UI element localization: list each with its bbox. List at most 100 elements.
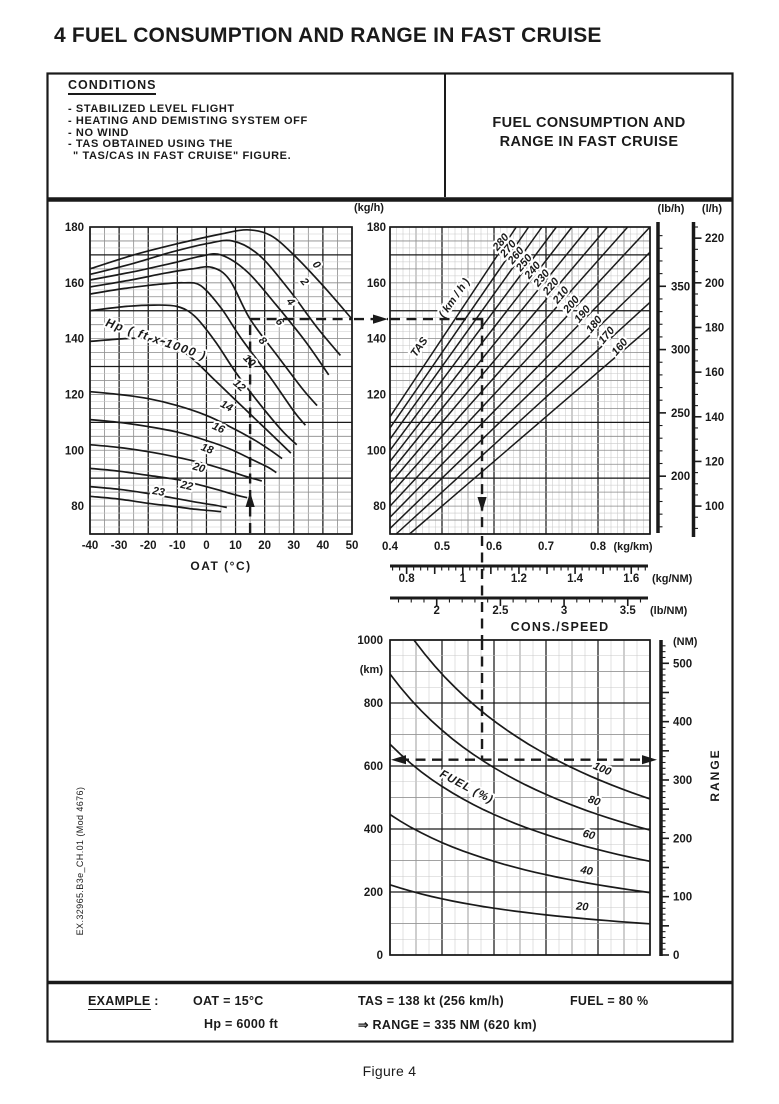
svg-text:140: 140 bbox=[705, 412, 724, 424]
svg-text:0.8: 0.8 bbox=[399, 573, 416, 585]
svg-text:22: 22 bbox=[178, 479, 194, 494]
svg-text:30: 30 bbox=[287, 540, 300, 552]
svg-text:800: 800 bbox=[364, 698, 383, 710]
condition-item: - STABILIZED LEVEL FLIGHT bbox=[68, 103, 235, 115]
svg-text:-40: -40 bbox=[82, 540, 99, 552]
svg-text:RANGE: RANGE bbox=[708, 748, 722, 801]
svg-text:23: 23 bbox=[150, 485, 165, 499]
svg-text:40: 40 bbox=[578, 864, 594, 878]
svg-text:0.6: 0.6 bbox=[486, 541, 502, 553]
svg-text:1.2: 1.2 bbox=[511, 573, 527, 585]
svg-text:160: 160 bbox=[367, 278, 386, 290]
svg-text:1.4: 1.4 bbox=[567, 573, 584, 585]
svg-text:100: 100 bbox=[591, 760, 613, 779]
tas-lines bbox=[389, 226, 651, 535]
svg-text:40: 40 bbox=[316, 540, 329, 552]
svg-text:120: 120 bbox=[367, 389, 386, 401]
svg-text:(lb/NM): (lb/NM) bbox=[650, 605, 688, 617]
svg-text:50: 50 bbox=[346, 540, 359, 552]
svg-text:0.7: 0.7 bbox=[538, 541, 554, 553]
condition-item: - NO WIND bbox=[68, 126, 130, 139]
page-title: 4 FUEL CONSUMPTION AND RANGE IN FAST CRU… bbox=[54, 24, 602, 47]
svg-text:400: 400 bbox=[364, 824, 383, 836]
svg-text:100: 100 bbox=[705, 501, 724, 513]
svg-text:180: 180 bbox=[65, 222, 84, 234]
example-path-overlay bbox=[245, 314, 657, 765]
svg-text:OAT (°C): OAT (°C) bbox=[190, 559, 251, 573]
figure-title-box: FUEL CONSUMPTION AND RANGE IN FAST CRUIS… bbox=[447, 114, 731, 152]
consumption-speed-chart: (kg/h) 80 100 120 140 160 180 0.4 0.5 0.6 0.7 0.8 (k… bbox=[354, 202, 653, 553]
svg-text:80: 80 bbox=[586, 793, 602, 809]
svg-text:500: 500 bbox=[673, 658, 692, 670]
svg-text:0.4: 0.4 bbox=[382, 541, 399, 553]
svg-text:120: 120 bbox=[705, 456, 724, 468]
consumption-unit-scales: 0.8 1 1.2 1.4 1.6 (kg/NM) 2 2.5 3 3.5 (lb/NM) CONS.… bbox=[390, 564, 693, 634]
svg-text:2: 2 bbox=[434, 605, 440, 617]
svg-text:180: 180 bbox=[705, 322, 724, 334]
svg-text:160: 160 bbox=[65, 278, 84, 290]
svg-text:140: 140 bbox=[367, 334, 386, 346]
condition-item: - TAS OBTAINED USING THE bbox=[68, 138, 233, 151]
example-tas: TAS = 138 kt (256 km/h) bbox=[358, 994, 504, 1008]
svg-text:-10: -10 bbox=[169, 540, 186, 552]
svg-text:1: 1 bbox=[460, 573, 467, 585]
condition-item: " TAS/CAS IN FAST CRUISE" FIGURE. bbox=[73, 150, 292, 163]
figure-title-line: RANGE IN FAST CRUISE bbox=[499, 134, 679, 150]
hp-curves bbox=[89, 228, 353, 513]
svg-text:0.8: 0.8 bbox=[590, 541, 607, 553]
conditions-heading: CONDITIONS bbox=[68, 78, 157, 95]
svg-text:200: 200 bbox=[364, 887, 383, 899]
svg-text:80: 80 bbox=[71, 501, 84, 513]
svg-text:3.5: 3.5 bbox=[620, 605, 637, 617]
svg-text:300: 300 bbox=[673, 775, 692, 787]
svg-text:250: 250 bbox=[671, 408, 690, 420]
svg-text:120: 120 bbox=[65, 389, 84, 401]
example-range-result: ⇒ RANGE = 335 NM (620 km) bbox=[358, 1018, 537, 1032]
svg-text:18: 18 bbox=[199, 441, 215, 457]
svg-text:160: 160 bbox=[610, 336, 632, 358]
document-reference: EX.32965.B3e_CH.01 (Mod 4676) bbox=[75, 786, 85, 936]
svg-text:2: 2 bbox=[297, 275, 311, 288]
figure-title-line: FUEL CONSUMPTION AND bbox=[492, 115, 686, 131]
svg-text:160: 160 bbox=[705, 367, 724, 379]
svg-text:100: 100 bbox=[367, 445, 386, 457]
svg-text:(NM): (NM) bbox=[673, 636, 698, 648]
conditions-block: CONDITIONS - STABILIZED LEVEL FLIGHT - H… bbox=[68, 76, 440, 163]
svg-text:100: 100 bbox=[65, 445, 84, 457]
svg-text:10: 10 bbox=[229, 540, 242, 552]
svg-text:(l/h): (l/h) bbox=[702, 203, 722, 215]
svg-text:(lb/h): (lb/h) bbox=[658, 203, 685, 215]
example-heading: EXAMPLE : bbox=[88, 994, 159, 1010]
svg-text:20: 20 bbox=[258, 540, 271, 552]
fuel-curves bbox=[389, 639, 651, 925]
svg-text:3: 3 bbox=[561, 605, 567, 617]
figure-caption: Figure 4 bbox=[362, 1063, 417, 1079]
svg-text:200: 200 bbox=[673, 833, 692, 845]
document-frame bbox=[46, 72, 734, 1043]
svg-text:8: 8 bbox=[256, 335, 270, 348]
svg-text:220: 220 bbox=[705, 233, 724, 245]
svg-text:400: 400 bbox=[673, 717, 692, 729]
svg-text:(kg/NM): (kg/NM) bbox=[652, 573, 693, 585]
svg-text:-30: -30 bbox=[111, 540, 128, 552]
svg-text:140: 140 bbox=[65, 334, 84, 346]
svg-text:80: 80 bbox=[373, 501, 386, 513]
svg-text:1000: 1000 bbox=[357, 635, 383, 647]
svg-text:20: 20 bbox=[190, 460, 207, 475]
svg-text:200: 200 bbox=[705, 278, 724, 290]
svg-text:(kg/km): (kg/km) bbox=[613, 541, 652, 553]
svg-text:0: 0 bbox=[377, 950, 383, 962]
example-hp: Hp = 6000 ft bbox=[204, 1017, 279, 1031]
svg-text:600: 600 bbox=[364, 761, 383, 773]
svg-text:-20: -20 bbox=[140, 540, 157, 552]
svg-text:12: 12 bbox=[230, 377, 247, 394]
flow-unit-scales: (lb/h) (l/h) 200 250 300 350 100 120 140 160 180 20… bbox=[656, 203, 724, 537]
svg-text:1.6: 1.6 bbox=[623, 573, 639, 585]
example-oat: OAT = 15°C bbox=[193, 994, 264, 1008]
svg-text:CONS./SPEED: CONS./SPEED bbox=[511, 620, 610, 634]
svg-text:0.5: 0.5 bbox=[434, 541, 451, 553]
